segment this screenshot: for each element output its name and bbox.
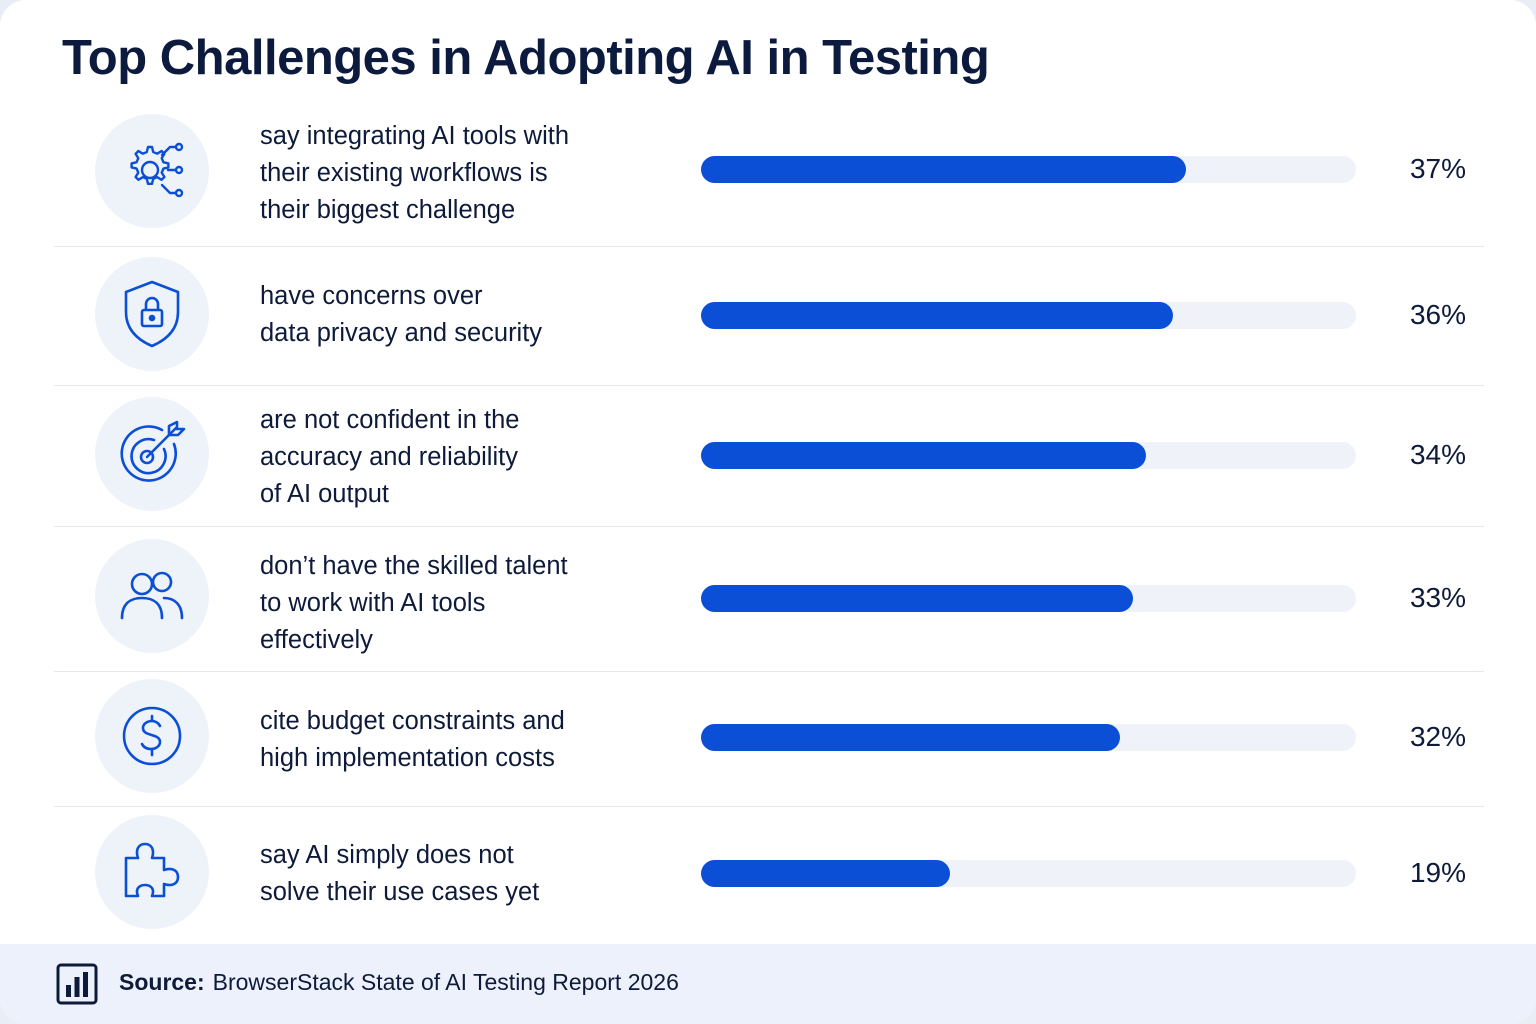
value-label: 32%	[1409, 721, 1466, 752]
challenge-label: say integrating AI tools with their exis…	[260, 122, 570, 224]
bar-track	[701, 860, 1356, 887]
challenge-label: don’t have the skilled talent to work wi…	[260, 552, 568, 654]
challenge-label: say AI simply does not solve their use c…	[260, 841, 540, 906]
bar-fill	[701, 302, 1173, 329]
bar-track	[701, 302, 1356, 329]
target-arrow-icon	[95, 397, 209, 511]
challenge-row: have concerns over data privacy and secu…	[54, 246, 1484, 386]
bar-fill	[701, 156, 1186, 183]
challenge-label: are not confident in the accuracy and re…	[260, 406, 520, 508]
bar-track	[701, 442, 1356, 469]
bar-fill	[701, 442, 1146, 469]
bar-fill	[701, 724, 1120, 751]
value-label: 34%	[1409, 439, 1466, 470]
source-footer: Source: BrowserStack State of AI Testing …	[0, 944, 1536, 1024]
bar-fill	[701, 585, 1133, 612]
challenge-row: are not confident in the accuracy and re…	[54, 385, 1484, 527]
challenge-row: say integrating AI tools with their exis…	[54, 110, 1484, 247]
bar-chart-icon	[56, 963, 98, 1005]
challenge-row: cite budget constraints and high impleme…	[54, 671, 1484, 807]
people-icon	[95, 539, 209, 653]
value-label: 19%	[1409, 857, 1466, 888]
bar-fill	[701, 860, 950, 887]
value-label: 37%	[1409, 153, 1466, 184]
puzzle-piece-icon	[95, 815, 209, 929]
challenge-label: have concerns over data privacy and secu…	[260, 282, 543, 347]
gear-network-icon	[95, 114, 209, 228]
value-label: 36%	[1409, 299, 1466, 330]
dollar-coin-icon	[95, 679, 209, 793]
source-label: Source:	[119, 969, 205, 995]
value-label: 33%	[1409, 582, 1466, 613]
challenge-row: don’t have the skilled talent to work wi…	[54, 526, 1484, 672]
shield-lock-icon	[95, 257, 209, 371]
chart-title: Top Challenges in Adopting AI in Testing	[62, 31, 990, 85]
bar-track	[701, 724, 1356, 751]
challenge-label: cite budget constraints and high impleme…	[260, 707, 565, 772]
source-text: BrowserStack State of AI Testing Report …	[212, 969, 679, 995]
source-line: Source: BrowserStack State of AI Testing …	[119, 969, 679, 996]
challenge-row: say AI simply does not solve their use c…	[54, 806, 1484, 936]
bar-track	[701, 156, 1356, 183]
bar-track	[701, 585, 1356, 612]
